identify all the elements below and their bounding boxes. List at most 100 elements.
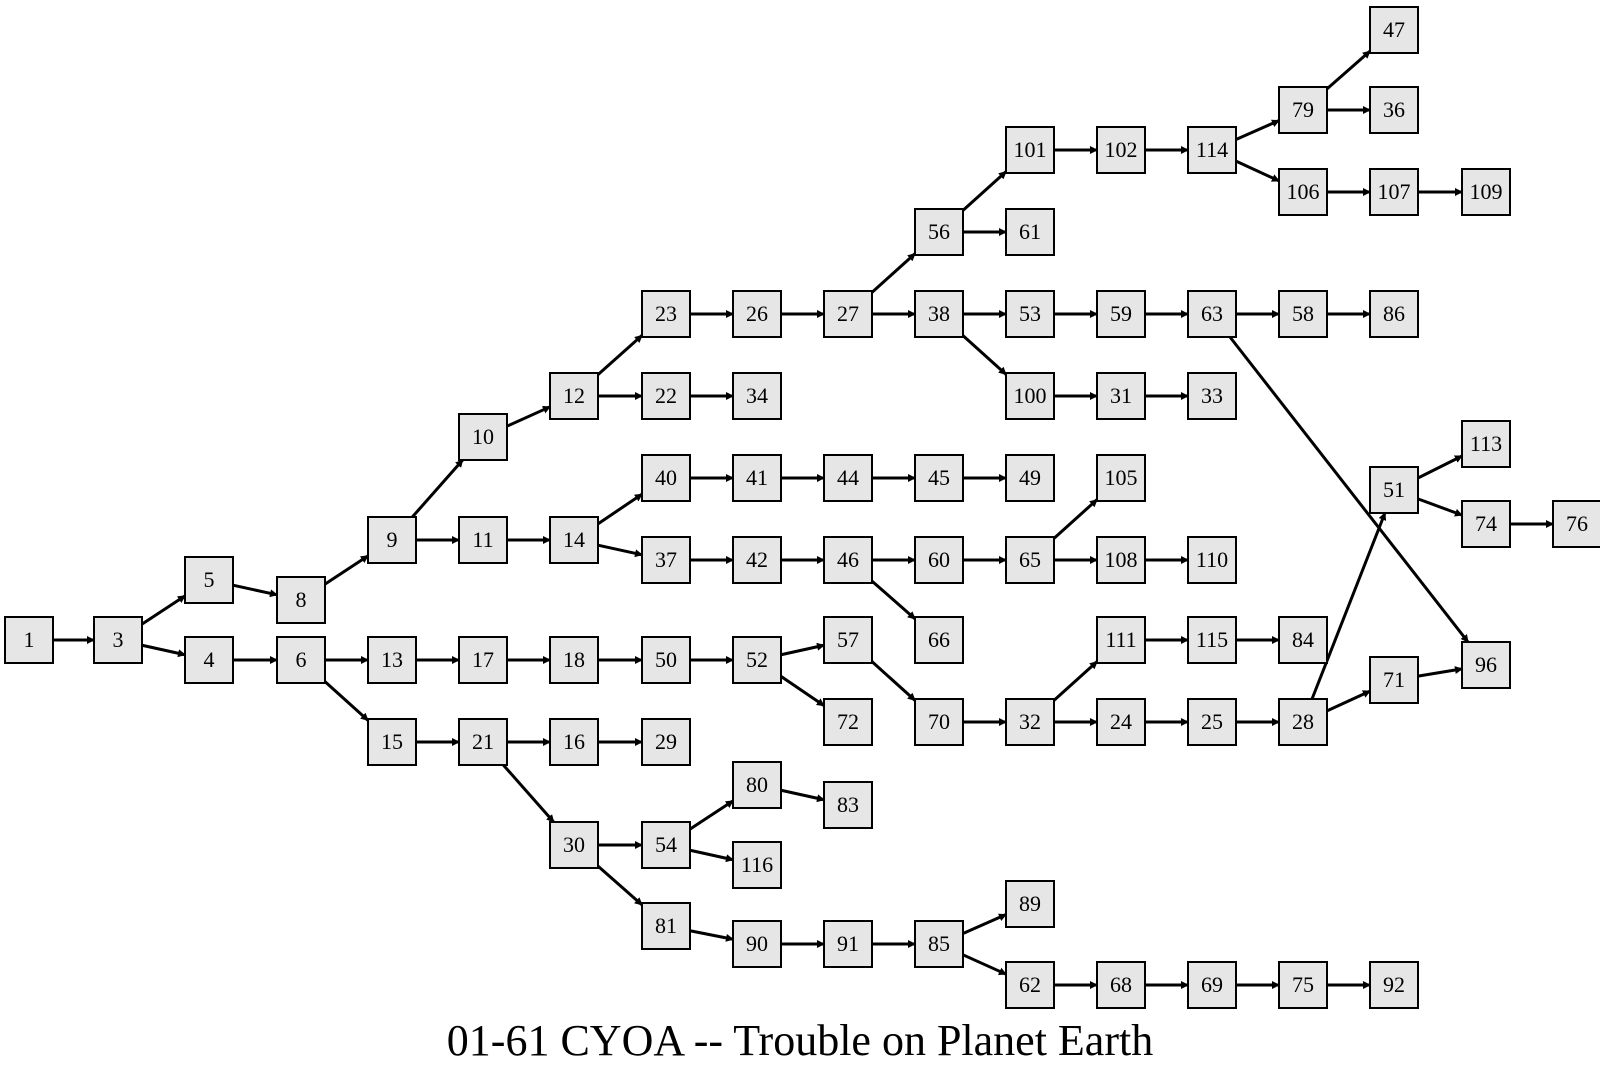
node-box: [458, 718, 508, 766]
node-label: 100: [1014, 383, 1047, 408]
node-81: 81: [641, 902, 691, 950]
node-69: 69: [1187, 961, 1237, 1009]
node-label: 54: [655, 832, 677, 857]
node-box: [732, 536, 782, 584]
node-box: [93, 616, 143, 664]
node-box: [549, 372, 599, 420]
node-box: [1005, 372, 1055, 420]
node-box: [823, 781, 873, 829]
node-box: [1278, 961, 1328, 1009]
node-box: [823, 698, 873, 746]
node-label: 1: [24, 627, 35, 652]
node-110: 110: [1187, 536, 1237, 584]
node-105: 105: [1096, 454, 1146, 502]
node-label: 101: [1014, 137, 1047, 162]
node-label: 45: [928, 465, 950, 490]
edge-14-to-37: [597, 543, 643, 558]
node-box: [732, 761, 782, 809]
node-15: 15: [367, 718, 417, 766]
edge-3-to-5: [141, 594, 186, 626]
node-box: [732, 290, 782, 338]
node-10: 10: [458, 413, 508, 461]
node-label: 66: [928, 627, 950, 652]
node-label: 61: [1019, 219, 1041, 244]
node-106: 106: [1278, 168, 1328, 216]
node-63: 63: [1187, 290, 1237, 338]
node-box: [732, 454, 782, 502]
node-box: [1461, 641, 1511, 689]
node-box: [1096, 698, 1146, 746]
node-label: 25: [1201, 709, 1223, 734]
node-box: [458, 636, 508, 684]
node-label: 44: [837, 465, 859, 490]
edge-51-to-113: [1417, 454, 1463, 480]
node-75: 75: [1278, 961, 1328, 1009]
node-box: [1461, 420, 1511, 468]
node-38: 38: [914, 290, 964, 338]
node-box: [458, 516, 508, 564]
node-label: 85: [928, 931, 950, 956]
node-box: [641, 454, 691, 502]
node-label: 63: [1201, 301, 1223, 326]
node-label: 52: [746, 647, 768, 672]
node-box: [1369, 466, 1419, 514]
node-25: 25: [1187, 698, 1237, 746]
node-label: 91: [837, 931, 859, 956]
node-box: [732, 841, 782, 889]
node-5: 5: [184, 556, 234, 604]
edge-46-to-66: [871, 579, 916, 621]
node-89: 89: [1005, 880, 1055, 928]
node-label: 70: [928, 709, 950, 734]
node-14: 14: [549, 516, 599, 564]
edge-8-to-9: [324, 554, 369, 586]
node-8: 8: [276, 576, 326, 624]
node-box: [1461, 168, 1511, 216]
node-41: 41: [732, 454, 782, 502]
node-90: 90: [732, 920, 782, 968]
node-28: 28: [1278, 698, 1328, 746]
edge-38-to-100: [961, 334, 1008, 376]
node-box: [1096, 454, 1146, 502]
node-label: 107: [1378, 179, 1411, 204]
node-label: 27: [837, 301, 859, 326]
node-22: 22: [641, 372, 691, 420]
node-box: [1278, 86, 1328, 134]
node-18: 18: [549, 636, 599, 684]
node-label: 6: [296, 647, 307, 672]
node-label: 76: [1566, 511, 1588, 536]
node-12: 12: [549, 372, 599, 420]
node-50: 50: [641, 636, 691, 684]
node-box: [641, 536, 691, 584]
node-label: 102: [1105, 137, 1138, 162]
node-96: 96: [1461, 641, 1511, 689]
node-box: [276, 636, 326, 684]
node-box: [914, 536, 964, 584]
node-40: 40: [641, 454, 691, 502]
node-52: 52: [732, 636, 782, 684]
edge-52-to-57: [780, 642, 825, 657]
node-label: 92: [1383, 972, 1405, 997]
node-box: [1187, 616, 1237, 664]
node-33: 33: [1187, 372, 1237, 420]
node-label: 111: [1105, 627, 1136, 652]
node-box: [549, 636, 599, 684]
node-box: [914, 208, 964, 256]
edge-57-to-70: [870, 660, 917, 702]
node-label: 23: [655, 301, 677, 326]
node-box: [1278, 290, 1328, 338]
node-label: 86: [1383, 301, 1405, 326]
node-box: [1096, 536, 1146, 584]
node-box: [549, 516, 599, 564]
node-label: 34: [746, 383, 768, 408]
node-box: [458, 413, 508, 461]
node-label: 47: [1383, 17, 1405, 42]
node-box: [732, 372, 782, 420]
node-61: 61: [1005, 208, 1055, 256]
node-label: 57: [837, 627, 859, 652]
node-1: 1: [4, 616, 54, 664]
node-label: 59: [1110, 301, 1132, 326]
node-115: 115: [1187, 616, 1237, 664]
node-62: 62: [1005, 961, 1055, 1009]
node-label: 75: [1292, 972, 1314, 997]
node-102: 102: [1096, 126, 1146, 174]
